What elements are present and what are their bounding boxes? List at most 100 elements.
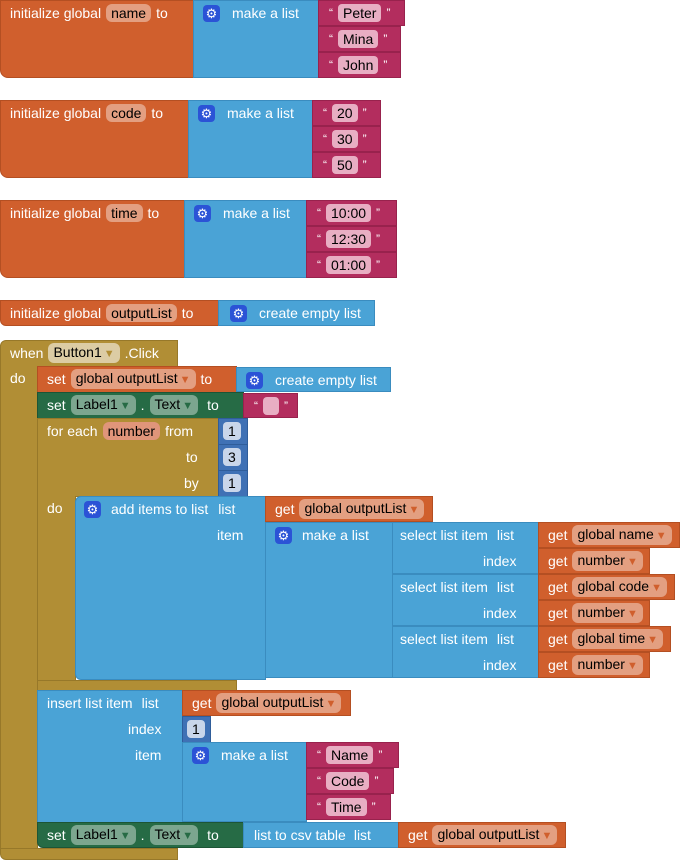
initialize-global-name-block[interactable]: initialize global name to bbox=[0, 0, 194, 78]
text-block[interactable]: “ Peter ” bbox=[318, 0, 405, 26]
gear-icon[interactable]: ⚙ bbox=[230, 304, 247, 322]
quote-close: ” bbox=[284, 399, 288, 413]
text-field[interactable]: 20 bbox=[332, 104, 358, 122]
component-dropdown[interactable]: Label1 ▼ bbox=[70, 395, 136, 415]
number-field[interactable]: 1 bbox=[223, 474, 241, 492]
component-dropdown[interactable]: Label1 ▼ bbox=[70, 825, 136, 845]
variable-name-field[interactable]: outputList bbox=[106, 304, 177, 322]
list-to-csv-table-block[interactable]: list to csv table list bbox=[243, 822, 399, 848]
gear-icon[interactable]: ⚙ bbox=[198, 104, 215, 122]
number-block[interactable]: 1 bbox=[218, 418, 248, 445]
get-global-code-block[interactable]: get global code ▼ bbox=[538, 574, 675, 600]
variable-name-field[interactable]: time bbox=[106, 204, 143, 222]
create-empty-list-block[interactable]: ⚙ create empty list bbox=[218, 300, 375, 326]
initialize-global-code-block[interactable]: initialize global code to bbox=[0, 100, 189, 178]
variable-dropdown[interactable]: number ▼ bbox=[572, 551, 643, 571]
get-number-block[interactable]: get number ▼ bbox=[538, 652, 650, 678]
select-list-item-block[interactable]: select list item list index bbox=[392, 574, 539, 626]
variable-dropdown[interactable]: global name ▼ bbox=[572, 525, 672, 545]
text-field[interactable]: Code bbox=[326, 772, 370, 790]
gear-icon[interactable]: ⚙ bbox=[194, 204, 211, 222]
set-label1-text-block[interactable]: set Label1 ▼. Text ▼ to bbox=[37, 392, 244, 419]
text-block[interactable]: “ 12:30 ” bbox=[306, 226, 397, 252]
variable-dropdown[interactable]: global outputList ▼ bbox=[299, 499, 425, 519]
get-global-outputlist-block[interactable]: get global outputList ▼ bbox=[265, 496, 433, 522]
number-block[interactable]: 1 bbox=[182, 716, 211, 743]
get-global-time-block[interactable]: get global time ▼ bbox=[538, 626, 671, 652]
select-list-item-block[interactable]: select list item list index bbox=[392, 626, 539, 678]
number-block[interactable]: 3 bbox=[218, 444, 248, 471]
loop-variable-field[interactable]: number bbox=[102, 422, 161, 440]
get-global-outputlist-block[interactable]: get global outputList ▼ bbox=[182, 690, 351, 716]
text-field[interactable]: Name bbox=[326, 746, 374, 764]
quote-open: “ bbox=[317, 206, 321, 220]
variable-dropdown[interactable]: number ▼ bbox=[572, 603, 643, 623]
variable-dropdown[interactable]: number ▼ bbox=[572, 655, 643, 675]
text-field[interactable]: 01:00 bbox=[326, 256, 372, 274]
gear-icon[interactable]: ⚙ bbox=[192, 746, 209, 764]
variable-dropdown[interactable]: global outputList ▼ bbox=[70, 369, 196, 389]
gear-icon[interactable]: ⚙ bbox=[275, 526, 292, 544]
gear-icon[interactable]: ⚙ bbox=[203, 4, 220, 22]
text-field[interactable]: John bbox=[338, 56, 379, 74]
component-dropdown[interactable]: Button1 ▼ bbox=[48, 343, 120, 363]
text-block[interactable]: “ Code ” bbox=[306, 768, 394, 794]
gear-icon[interactable]: ⚙ bbox=[246, 371, 263, 389]
select-list-item-block[interactable]: select list item list index bbox=[392, 522, 539, 574]
text-field[interactable] bbox=[263, 397, 279, 415]
initialize-global-outputlist-block[interactable]: initialize global outputList to bbox=[0, 300, 219, 326]
text-block[interactable]: “ Mina ” bbox=[318, 26, 401, 52]
text-field[interactable]: Time bbox=[326, 798, 367, 816]
variable-dropdown[interactable]: global time ▼ bbox=[572, 629, 664, 649]
property-dropdown[interactable]: Text ▼ bbox=[149, 825, 199, 845]
get-global-outputlist-block[interactable]: get global outputList ▼ bbox=[398, 822, 566, 848]
text-field[interactable]: 30 bbox=[332, 130, 358, 148]
set-label1-text-block[interactable]: set Label1 ▼. Text ▼ to bbox=[37, 822, 244, 848]
insert-list-item-block[interactable]: insert list item list index item bbox=[37, 690, 183, 823]
text-block[interactable]: “ 50 ” bbox=[312, 152, 381, 178]
variable-name-field[interactable]: name bbox=[106, 4, 152, 22]
number-field[interactable]: 1 bbox=[187, 720, 205, 738]
variable-dropdown[interactable]: global outputList ▼ bbox=[216, 693, 342, 713]
block-label: make a list bbox=[232, 5, 299, 21]
get-number-block[interactable]: get number ▼ bbox=[538, 548, 650, 574]
text-block[interactable]: “ 30 ” bbox=[312, 126, 381, 152]
make-a-list-block[interactable]: ⚙ make a list bbox=[265, 522, 393, 678]
property-dropdown[interactable]: Text ▼ bbox=[149, 395, 199, 415]
text-block[interactable]: “ 20 ” bbox=[312, 100, 381, 126]
set-label: set bbox=[47, 397, 66, 413]
text-field[interactable]: 12:30 bbox=[326, 230, 372, 248]
gear-icon[interactable]: ⚙ bbox=[84, 500, 101, 518]
variable-name: global outputList bbox=[75, 370, 178, 386]
create-empty-list-block[interactable]: ⚙ create empty list bbox=[236, 367, 391, 392]
variable-dropdown[interactable]: global code ▼ bbox=[572, 577, 667, 597]
text-field[interactable]: Mina bbox=[338, 30, 379, 48]
text-field[interactable]: 50 bbox=[332, 156, 358, 174]
for-each-number-block[interactable]: for each number from to by bbox=[37, 418, 219, 497]
text-block[interactable]: “ Time ” bbox=[306, 794, 391, 820]
initialize-global-time-block[interactable]: initialize global time to bbox=[0, 200, 185, 278]
text-field[interactable]: 10:00 bbox=[326, 204, 372, 222]
text-block[interactable]: “” bbox=[243, 393, 298, 418]
variable-dropdown[interactable]: global outputList ▼ bbox=[432, 825, 558, 845]
list-label: list bbox=[496, 579, 515, 595]
variable-name-field[interactable]: code bbox=[106, 104, 147, 122]
make-a-list-block[interactable]: ⚙ make a list bbox=[182, 742, 307, 822]
text-field[interactable]: Peter bbox=[338, 4, 382, 22]
number-field[interactable]: 1 bbox=[223, 422, 241, 440]
text-block[interactable]: “ John ” bbox=[318, 52, 401, 78]
when-button1-click-block[interactable]: when Button1 ▼ .Click bbox=[0, 340, 178, 367]
number-block[interactable]: 1 bbox=[218, 470, 248, 497]
dropdown-arrow-icon: ▼ bbox=[541, 830, 553, 842]
set-global-outputlist-block[interactable]: set global outputList ▼ to bbox=[37, 366, 237, 393]
text-block[interactable]: “ Name ” bbox=[306, 742, 399, 768]
text-block[interactable]: “ 10:00 ” bbox=[306, 200, 397, 226]
add-items-to-list-block[interactable]: ⚙ add items to list list item bbox=[75, 496, 266, 680]
get-global-name-block[interactable]: get global name ▼ bbox=[538, 522, 680, 548]
make-a-list-block[interactable]: ⚙ make a list bbox=[184, 200, 307, 278]
number-field[interactable]: 3 bbox=[223, 448, 241, 466]
get-number-block[interactable]: get number ▼ bbox=[538, 600, 650, 626]
make-a-list-block[interactable]: ⚙ make a list bbox=[193, 0, 319, 78]
make-a-list-block[interactable]: ⚙ make a list bbox=[188, 100, 313, 178]
text-block[interactable]: “ 01:00 ” bbox=[306, 252, 397, 278]
